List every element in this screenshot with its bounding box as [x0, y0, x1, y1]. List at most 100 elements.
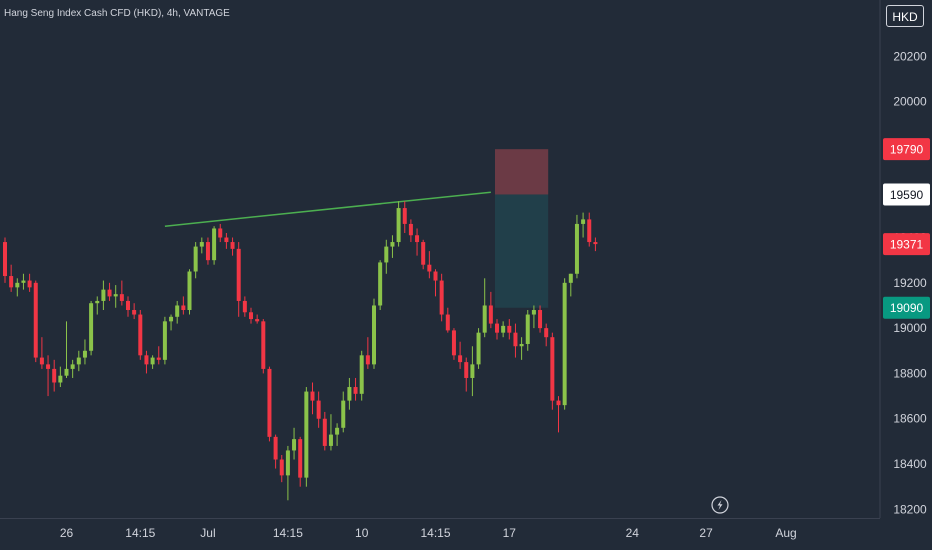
candle-body [507, 325, 512, 333]
candle [581, 212, 586, 238]
trendline[interactable] [164, 191, 491, 227]
candle [162, 316, 167, 365]
candle-body [525, 314, 530, 344]
candle-body [255, 319, 260, 322]
candle-body [249, 312, 253, 320]
candle [568, 273, 573, 297]
candle [495, 319, 499, 340]
candle-body [372, 305, 376, 365]
candle [421, 239, 426, 270]
x-tick-label: Aug [775, 526, 796, 540]
y-tick-label: 20200 [893, 49, 927, 63]
candle [390, 235, 395, 258]
candle-body [538, 310, 543, 329]
candle [525, 310, 530, 351]
x-tick-label: Jul [200, 526, 215, 540]
candle-body [347, 387, 352, 401]
take-profit-zone[interactable] [495, 194, 549, 308]
candle [144, 350, 149, 374]
candle [21, 273, 26, 290]
candle-body [458, 355, 463, 363]
candle [384, 239, 389, 274]
candle [33, 280, 38, 363]
candle-body [119, 294, 124, 301]
y-tick-label: 20000 [893, 95, 927, 109]
price-tag-bg [883, 296, 930, 319]
candle [402, 201, 407, 233]
candle-body [162, 321, 167, 360]
candle [9, 264, 14, 292]
candle-body [150, 357, 155, 365]
candle [273, 434, 278, 469]
candle [587, 212, 592, 247]
candle-body [224, 237, 229, 243]
candle [193, 242, 198, 279]
currency-button[interactable]: HKD [886, 5, 924, 27]
candle [292, 427, 297, 460]
candle [470, 346, 475, 397]
candle-body [396, 208, 401, 243]
candle [199, 237, 204, 254]
candle [328, 414, 333, 451]
candle [70, 359, 75, 378]
candle-body [298, 439, 303, 478]
candle [304, 387, 309, 487]
candle-body [359, 355, 364, 394]
candle-body [335, 427, 340, 435]
candle-body [126, 300, 130, 311]
candle [335, 423, 340, 446]
candle [101, 280, 106, 311]
stop-loss-zone[interactable] [495, 149, 549, 195]
candle [95, 296, 100, 315]
lightning-icon[interactable] [711, 496, 729, 514]
candle [175, 300, 180, 324]
candle-body [519, 343, 524, 347]
candle-body [341, 400, 346, 428]
candle-body [531, 310, 536, 315]
candle-body [378, 262, 383, 306]
candle-body [58, 375, 63, 383]
y-tick-label: 19000 [893, 321, 927, 335]
candle-body [513, 332, 518, 347]
candle [150, 355, 155, 369]
candle [433, 269, 438, 297]
candle-body [445, 314, 450, 331]
candle [126, 296, 130, 317]
price-tag-label: 19371 [890, 238, 924, 252]
candle-body [132, 310, 137, 315]
price-tag-label: 19590 [890, 188, 924, 202]
x-tick-label: 10 [355, 526, 369, 540]
candle [298, 436, 303, 487]
candle [236, 242, 241, 317]
candle-body [76, 357, 81, 365]
candle [341, 391, 346, 433]
candle [458, 341, 463, 369]
candle [113, 285, 118, 308]
candle-body [193, 246, 198, 272]
candle-body [113, 294, 118, 297]
candle-body [181, 305, 186, 311]
chart-title: Hang Seng Index Cash CFD (HKD), 4h, VANT… [4, 8, 230, 19]
candle-body [9, 276, 14, 288]
candle [3, 237, 7, 283]
candle-body [587, 219, 592, 243]
candle [322, 411, 327, 451]
candle-body [562, 282, 567, 406]
candle [52, 359, 57, 392]
candle [212, 226, 217, 265]
candle [445, 307, 450, 333]
candle [249, 307, 253, 324]
candle-body [175, 305, 180, 317]
candle [119, 280, 124, 306]
candle-body [451, 330, 456, 356]
candle-body [279, 459, 284, 476]
candle [476, 328, 481, 369]
candle [267, 366, 272, 442]
candle [218, 223, 223, 243]
x-tick-label: 24 [626, 526, 640, 540]
candle-body [328, 434, 333, 446]
x-tick-label: 14:15 [420, 526, 450, 540]
candle [39, 337, 44, 369]
candle [482, 278, 487, 338]
